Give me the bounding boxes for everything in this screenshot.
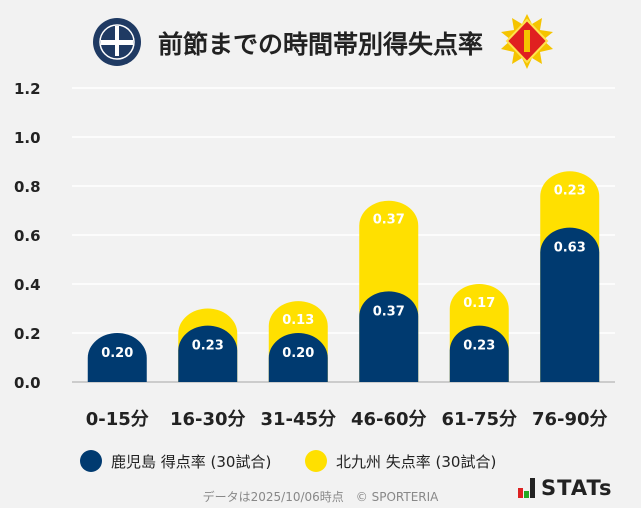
x-tick-label: 46-60分 [351,409,427,430]
footer-note: データは2025/10/06時点 © SPORTERIA [202,490,439,504]
kagoshima-logo [93,18,141,66]
kitakyushu-emblem [501,14,553,69]
data-label-kitakyushu: 0.17 [463,296,495,311]
y-tick-label: 0.4 [14,276,41,294]
x-tick-label: 0-15分 [86,409,149,430]
data-label-kitakyushu: 0.37 [373,213,405,228]
data-label-kagoshima: 0.23 [192,339,224,354]
legend-item-kagoshima: 鹿児島 得点率 (30試合) [80,450,271,472]
bar-kagoshima [359,291,419,382]
stats-bar-icon [530,478,535,498]
stats-bar-icon [524,491,529,498]
brand-name: STATs [541,476,613,500]
x-tick-label: 16-30分 [170,409,246,430]
data-label-kagoshima: 0.37 [373,304,405,319]
y-tick-label: 0.0 [14,374,41,392]
bar-kagoshima [178,325,238,382]
y-tick-label: 0.8 [14,178,41,196]
page-title: 前節までの時間帯別得失点率 [158,30,484,59]
legend-label: 北九州 失点率 (30試合) [336,452,497,471]
bar-kagoshima [540,227,600,382]
x-tick-label: 31-45分 [260,409,336,430]
stats-bar-icon [518,488,523,498]
data-label-kagoshima: 0.20 [282,346,314,361]
stats-logo: STATs [518,476,613,500]
x-tick-label: 61-75分 [441,409,517,430]
legend-item-kitakyushu: 北九州 失点率 (30試合) [305,450,496,472]
x-tick-label: 76-90分 [532,409,608,430]
y-tick-label: 0.6 [14,227,41,245]
y-tick-label: 1.2 [14,80,41,98]
bar-kagoshima [449,325,509,382]
y-tick-label: 0.2 [14,325,41,343]
data-label-kitakyushu: 0.13 [282,313,314,328]
y-tick-label: 1.0 [14,129,41,147]
data-label-kitakyushu: 0.23 [554,183,586,198]
bar-kagoshima [268,333,328,382]
legend-swatch [80,450,102,472]
data-label-kagoshima: 0.63 [554,241,586,256]
bar-kagoshima [87,333,147,382]
legend-swatch [305,450,327,472]
legend-label: 鹿児島 得点率 (30試合) [111,452,272,471]
data-label-kagoshima: 0.23 [463,339,495,354]
data-label-kagoshima: 0.20 [101,346,133,361]
